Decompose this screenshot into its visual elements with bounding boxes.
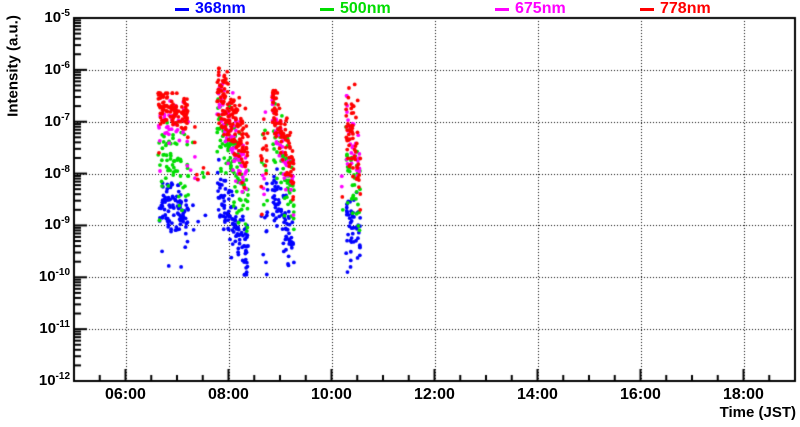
- y-tick-label: 10-5: [44, 8, 70, 27]
- x-tick-label: 14:00: [517, 386, 558, 403]
- y-tick-label: 10-6: [44, 59, 70, 78]
- y-tick-label: 10-9: [44, 215, 70, 234]
- y-tick-label: 10-7: [44, 111, 70, 130]
- x-tick-label: 10:00: [311, 386, 352, 403]
- y-tick-label: 10-12: [38, 371, 70, 390]
- x-tick-label: 16:00: [620, 386, 661, 403]
- x-tick-label: 18:00: [723, 386, 764, 403]
- x-tick-label: 06:00: [105, 386, 146, 403]
- y-tick-label: 10-10: [38, 267, 70, 286]
- y-tick-label: 10-8: [44, 163, 70, 182]
- y-tick-label: 10-11: [39, 319, 70, 338]
- x-tick-label: 08:00: [208, 386, 249, 403]
- x-tick-label: 12:00: [414, 386, 455, 403]
